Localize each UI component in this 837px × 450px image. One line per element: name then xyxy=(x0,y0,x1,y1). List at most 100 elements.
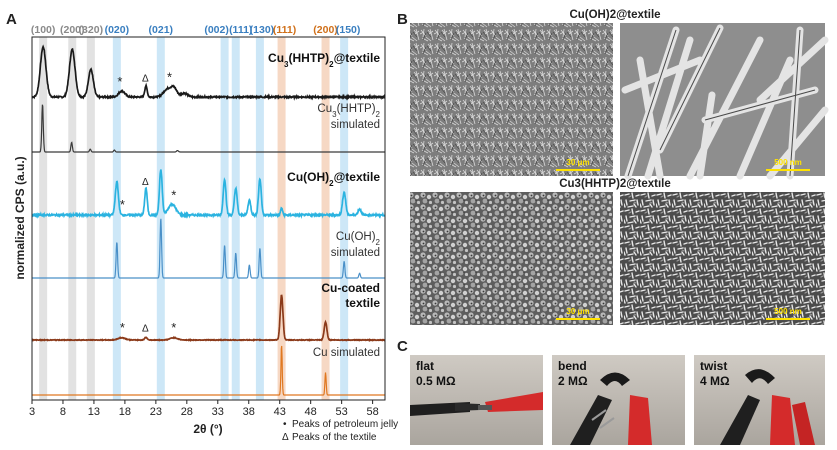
reflection-labels: (100) (200)(320) (020) (021) (002) (111)(130)… xyxy=(31,24,360,36)
scale-label: 500 nm xyxy=(774,307,802,316)
legend: • Peaks of petroleum jelly Δ Peaks of th… xyxy=(282,419,398,443)
peak-annotations: * Δ * * Δ * * Δ * xyxy=(117,70,176,335)
legend-symbol-textile: Δ xyxy=(282,432,289,443)
x-tick-label: 8 xyxy=(60,406,66,418)
reflection-label: (200) xyxy=(313,24,338,36)
reflection-band xyxy=(231,37,240,400)
reflection-label: (200) xyxy=(60,24,85,36)
plot-frame xyxy=(31,36,386,401)
x-tick-label: 48 xyxy=(305,406,317,418)
reflection-band xyxy=(112,37,121,400)
trace-5 xyxy=(31,294,386,342)
photo-bend-state: bend xyxy=(558,359,587,373)
scale-label: 30 μm xyxy=(566,307,589,316)
reflection-band xyxy=(68,37,77,400)
reflection-label: (150) xyxy=(336,24,361,36)
x-tick-label: 43 xyxy=(274,406,286,418)
peak-annotation: Δ xyxy=(142,324,149,335)
sem-image-needles-low: 30 μm xyxy=(410,23,613,176)
reflection-label: (100) xyxy=(31,24,56,36)
diffraction-traces xyxy=(31,44,386,396)
trace-label-6: Cu simulated xyxy=(313,347,380,359)
legend-text-textile: Peaks of the textile xyxy=(292,432,377,443)
x-tick-label: 33 xyxy=(212,406,224,418)
sem-top-title: Cu(OH)2@textile xyxy=(569,9,660,21)
legend-text-jelly: Peaks of petroleum jelly xyxy=(292,419,398,430)
x-tick-label: 18 xyxy=(119,406,131,418)
reflection-label: (002) xyxy=(204,24,229,36)
sem-image-grains-low: 30 μm xyxy=(410,192,613,325)
reflection-band xyxy=(39,37,48,400)
x-tick-label: 28 xyxy=(181,406,193,418)
peak-annotation: * xyxy=(120,320,125,335)
x-tick-label: 13 xyxy=(88,406,100,418)
svg-text:Cu(OH)2@textile: Cu(OH)2@textile xyxy=(287,170,380,188)
panel-b-letter: B xyxy=(397,11,408,28)
reflection-label: (021) xyxy=(149,24,174,36)
trace-4 xyxy=(32,218,385,279)
reflection-label: (020) xyxy=(105,24,130,36)
svg-text:textile: textile xyxy=(345,296,380,310)
photo-bend-resistance: 2 MΩ xyxy=(558,374,588,388)
x-tick-label: 58 xyxy=(366,406,378,418)
reflection-label: (320) xyxy=(79,24,104,36)
reflection-band xyxy=(220,37,229,400)
svg-text:simulated: simulated xyxy=(331,119,380,131)
legend-symbol-jelly: • xyxy=(283,419,287,430)
reflection-band xyxy=(321,37,330,400)
peak-annotation: * xyxy=(171,320,176,335)
trace-label-3: Cu(OH)2@textile xyxy=(287,170,380,188)
photo-flat: flat 0.5 MΩ xyxy=(410,355,543,445)
photo-bend: bend 2 MΩ xyxy=(552,355,685,445)
svg-text:simulated: simulated xyxy=(331,247,380,259)
peak-annotation: Δ xyxy=(142,177,149,188)
trace-2 xyxy=(32,104,385,153)
scale-label: 30 μm xyxy=(566,158,589,167)
trace-label-1: Cu3(HHTP)2@textile xyxy=(268,51,380,69)
x-tick-label: 38 xyxy=(243,406,255,418)
peak-annotation: * xyxy=(167,70,172,85)
peak-annotation: * xyxy=(171,187,176,202)
reflection-label: (111) xyxy=(273,24,296,36)
x-tick-label: 53 xyxy=(336,406,348,418)
reflection-band xyxy=(156,37,165,400)
x-tick-label: 3 xyxy=(29,406,35,418)
sem-image-rods-high: 500 nm xyxy=(620,192,825,325)
peak-annotation: * xyxy=(117,74,122,89)
reflection-label: (130) xyxy=(250,24,275,36)
trace-6 xyxy=(32,345,385,396)
svg-text:Cu(OH)2: Cu(OH)2 xyxy=(336,231,381,247)
trace-labels: Cu3(HHTP)2@textileCu3(HHTP)2simulatedCu(… xyxy=(268,51,381,359)
photo-flat-resistance: 0.5 MΩ xyxy=(416,374,456,388)
svg-text:Cu-coated: Cu-coated xyxy=(321,281,380,295)
panel-a-letter: A xyxy=(6,11,17,28)
svg-text:Cu3(HHTP)2@textile: Cu3(HHTP)2@textile xyxy=(268,51,380,69)
sem-image-needles-high: 500 nm xyxy=(620,23,829,180)
photo-flat-state: flat xyxy=(416,359,434,373)
svg-text:Cu3(HHTP)2: Cu3(HHTP)2 xyxy=(317,103,380,119)
reflection-band xyxy=(86,37,95,400)
photo-twist-state: twist xyxy=(700,359,727,373)
x-axis-ticks: 3 8 13 18 23 28 33 38 43 48 53 58 xyxy=(29,400,379,418)
sem-bottom-title: Cu3(HHTP)2@textile xyxy=(559,178,671,190)
x-tick-label: 23 xyxy=(150,406,162,418)
reflection-band xyxy=(340,37,349,400)
reflection-bands xyxy=(39,37,349,400)
y-axis-title: normalized CPS (a.u.) xyxy=(13,156,27,279)
photo-twist-resistance: 4 MΩ xyxy=(700,374,730,388)
reflection-label: (111) xyxy=(229,24,252,36)
trace-1 xyxy=(31,44,386,101)
x-axis-title: 2θ (°) xyxy=(193,422,222,436)
peak-annotation: * xyxy=(120,197,125,212)
reflection-band xyxy=(255,37,264,400)
trace-3 xyxy=(31,169,385,220)
svg-text:Cu simulated: Cu simulated xyxy=(313,347,380,359)
reflection-band xyxy=(277,37,286,400)
panel-c-letter: C xyxy=(397,338,408,355)
scale-label: 500 nm xyxy=(774,158,802,167)
photo-twist: twist 4 MΩ xyxy=(694,355,825,445)
